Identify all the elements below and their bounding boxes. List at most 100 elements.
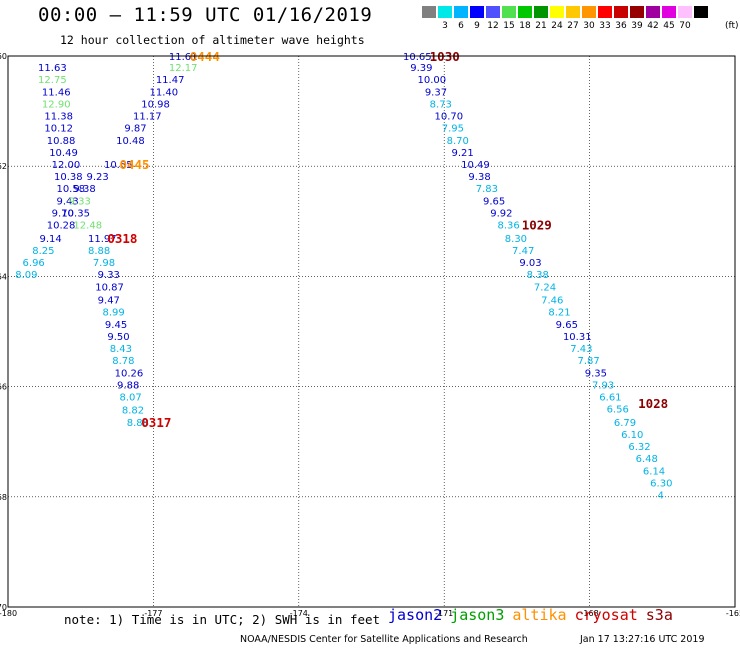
wave-height-label: 12.90 bbox=[42, 99, 71, 110]
wave-height-label: 7.24 bbox=[534, 282, 556, 293]
colorbar-swatch bbox=[581, 5, 597, 19]
colorbar-swatch bbox=[613, 5, 629, 19]
wave-height-label: 6.56 bbox=[607, 405, 629, 416]
colorbar-label: 42 bbox=[647, 21, 659, 31]
wave-height-label: 10.31 bbox=[563, 332, 592, 343]
colorbar-swatch bbox=[517, 5, 533, 19]
y-tick-label: -68 bbox=[0, 493, 7, 502]
wave-height-label: 12.48 bbox=[73, 221, 102, 232]
colorbar-label: 39 bbox=[631, 21, 643, 31]
wave-height-label: 8.07 bbox=[119, 393, 141, 404]
colorbar-label: 12 bbox=[487, 21, 499, 31]
colorbar-swatch bbox=[501, 5, 517, 19]
wave-height-label: 10.48 bbox=[116, 136, 145, 147]
wave-height-label: 7.43 bbox=[570, 344, 592, 355]
wave-height-label: 10.70 bbox=[435, 112, 464, 123]
colorbar bbox=[421, 5, 709, 19]
wave-height-label: 10.55 bbox=[104, 160, 133, 171]
wave-height-label: 12.00 bbox=[52, 160, 81, 171]
wave-height-label: 9.70 bbox=[52, 208, 74, 219]
wave-height-label: 6.61 bbox=[599, 393, 621, 404]
pass-time-label: 0445 bbox=[119, 157, 149, 172]
credit-text: NOAA/NESDIS Center for Satellite Applica… bbox=[240, 634, 528, 645]
observation-labels: 11.6312.7511.4612.9011.3810.1210.8810.49… bbox=[15, 52, 672, 502]
wave-height-label: 12.17 bbox=[169, 63, 198, 74]
colorbar-label: 45 bbox=[663, 21, 675, 31]
colorbar-label: 6 bbox=[458, 21, 464, 31]
x-tick-label: -177 bbox=[144, 609, 162, 618]
legend-cryosat: cryosat bbox=[574, 606, 638, 624]
wave-height-label: 8.70 bbox=[447, 136, 469, 147]
wave-height-label: 9.35 bbox=[585, 368, 607, 379]
wave-height-label: 8.73 bbox=[430, 99, 452, 110]
wave-height-label: 9.50 bbox=[107, 332, 129, 343]
colorbar-label: 18 bbox=[519, 21, 531, 31]
wave-height-label: 9.37 bbox=[425, 87, 447, 98]
pass-time-label: 1028 bbox=[638, 396, 668, 411]
colorbar-swatch bbox=[645, 5, 661, 19]
y-tick-label: -64 bbox=[0, 272, 7, 281]
wave-height-label: 11.40 bbox=[150, 87, 179, 98]
wave-height-label: 8.99 bbox=[103, 308, 125, 319]
x-tick-label: -168 bbox=[581, 609, 599, 618]
wave-height-label: 6.30 bbox=[650, 478, 672, 489]
wave-height-label: 4 bbox=[657, 491, 663, 502]
wave-height-label: 10.00 bbox=[418, 75, 447, 86]
wave-height-label: 10.12 bbox=[44, 124, 73, 135]
wave-height-label: 10.35 bbox=[61, 208, 90, 219]
wave-height-label: 9.65 bbox=[483, 196, 505, 207]
legend-jason3: jason3 bbox=[450, 606, 505, 624]
wave-height-label: 10.28 bbox=[47, 221, 76, 232]
wave-height-label: 8.43 bbox=[110, 344, 132, 355]
wave-height-label: 8.36 bbox=[498, 221, 520, 232]
generated-timestamp: Jan 17 13:27:16 UTC 2019 bbox=[580, 634, 705, 645]
wave-height-label: 8.78 bbox=[112, 356, 134, 367]
wave-height-label: 8.88 bbox=[88, 246, 110, 257]
wave-height-label: 10.87 bbox=[95, 282, 124, 293]
wave-height-label: 8.09 bbox=[15, 270, 37, 281]
colorbar-swatch bbox=[469, 5, 485, 19]
wave-height-label: 9.88 bbox=[117, 380, 139, 391]
wave-height-label: 10.49 bbox=[461, 160, 490, 171]
wave-height-label: 6.32 bbox=[628, 442, 650, 453]
wave-height-label: 9.43 bbox=[56, 196, 78, 207]
wave-height-label: 10.98 bbox=[141, 99, 170, 110]
wave-height-label: 8.21 bbox=[548, 308, 570, 319]
wave-height-label: 9.65 bbox=[556, 320, 578, 331]
colorbar-label: 36 bbox=[615, 21, 627, 31]
wave-height-label: 8.25 bbox=[32, 246, 54, 257]
legend-altika: altika bbox=[512, 606, 567, 624]
colorbar-swatch bbox=[597, 5, 613, 19]
wave-height-label: 9.39 bbox=[410, 63, 432, 74]
wave-height-label: 8.88 bbox=[127, 418, 149, 429]
x-tick-label: -174 bbox=[290, 609, 308, 618]
wave-height-label: 9.92 bbox=[490, 208, 512, 219]
map-frame bbox=[7, 55, 736, 608]
wave-height-label: 8.30 bbox=[505, 234, 527, 245]
colorbar-unit-label: (ft) bbox=[725, 21, 739, 31]
colorbar-label: 3 bbox=[442, 21, 448, 31]
wave-height-label: 9.38 bbox=[468, 172, 490, 183]
x-tick-label: -180 bbox=[0, 609, 17, 618]
wave-height-label: 11.46 bbox=[42, 87, 71, 98]
wave-height-label: 11.63 bbox=[38, 63, 67, 74]
colorbar-swatch bbox=[453, 5, 469, 19]
wave-height-label: 9.47 bbox=[98, 296, 120, 307]
legend-jason2: jason2 bbox=[388, 606, 443, 624]
wave-height-label: 11.17 bbox=[133, 112, 162, 123]
wave-height-label: 7.83 bbox=[476, 184, 498, 195]
wave-height-label: 9.21 bbox=[451, 148, 473, 159]
wave-height-label: 6.79 bbox=[614, 418, 636, 429]
y-tick-label: -70 bbox=[0, 603, 7, 612]
colorbar-swatch bbox=[693, 5, 709, 19]
map-tick-labels: -180 -177 -174 -171 -168 -165 -60 -62 -64 -66 -68 -… bbox=[0, 52, 740, 618]
x-tick-label: -171 bbox=[435, 609, 453, 618]
colorbar-swatch bbox=[661, 5, 677, 19]
legend-s3a: s3a bbox=[645, 606, 673, 624]
wave-height-label: 11.61 bbox=[169, 52, 198, 63]
pass-time-label: 0317 bbox=[141, 415, 171, 430]
wave-height-label: 9.33 bbox=[98, 270, 120, 281]
wave-height-label: 10.58 bbox=[56, 184, 85, 195]
